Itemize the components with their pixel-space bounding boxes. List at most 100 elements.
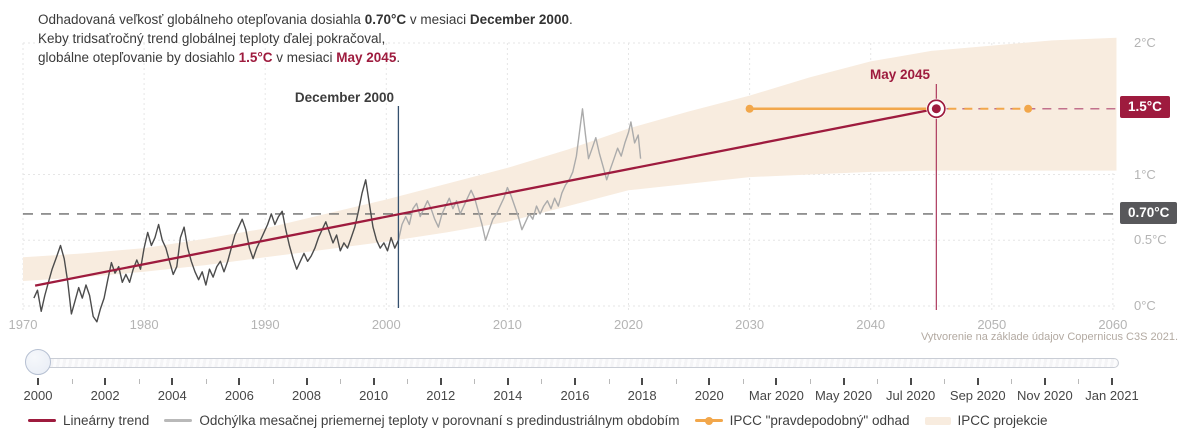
ipcc-projection-band: [23, 37, 1117, 282]
x-axis-label-2010: 2010: [492, 317, 522, 332]
legend-swatch-1: [164, 419, 193, 422]
slider-tick-minor: [541, 379, 543, 384]
slider-label-2000: 2000: [23, 388, 53, 403]
x-axis-label-1970: 1970: [8, 317, 38, 332]
slider-tick-minor: [1011, 379, 1013, 384]
anomaly-line-past: [33, 179, 400, 323]
slider-label-2004: 2004: [157, 388, 187, 403]
slider-tick-minor: [407, 379, 409, 384]
slider-tick-minor: [877, 379, 879, 384]
slider-tick-minor: [1078, 379, 1080, 384]
x-axis-label-2060: 2060: [1098, 317, 1128, 332]
slider-tick-minor: [71, 379, 73, 384]
legend-swatch-0: [28, 419, 56, 422]
y-axis-label: 2°C: [1134, 35, 1156, 50]
slider-tick-minor: [340, 379, 342, 384]
slider-tick-major: [171, 378, 174, 385]
threshold-badge-1-5c: 1.5°C: [1120, 96, 1170, 118]
date-may-2045: May 2045: [336, 50, 397, 65]
slider-tick-minor: [608, 379, 610, 384]
legend-item-3: IPCC projekcie: [924, 413, 1048, 428]
slider-label-2008: 2008: [292, 388, 321, 403]
x-axis-label-2020: 2020: [614, 317, 643, 332]
x-axis-label-1980: 1980: [129, 317, 159, 332]
slider-tick-major: [238, 378, 241, 385]
legend-swatch-2: [694, 416, 723, 425]
slider-tick-major: [372, 378, 375, 385]
x-axis-label-2050: 2050: [977, 317, 1007, 332]
slider-tick-major: [37, 378, 39, 385]
legend-label-2: IPCC "pravdepodobný" odhad: [729, 413, 910, 428]
value-070: 0.70°C: [364, 12, 407, 27]
slider-tick-major: [305, 378, 308, 385]
time-slider-track[interactable]: [38, 358, 1119, 368]
marker-ring: [926, 99, 946, 119]
slider-tick-major: [842, 378, 845, 385]
time-slider-handle[interactable]: [25, 349, 51, 375]
temperature-chart: [22, 37, 1117, 323]
slider-tick-major: [976, 378, 979, 385]
x-axis-label-2030: 2030: [735, 317, 765, 332]
slider-tick-minor: [809, 379, 811, 384]
trend-line: [34, 107, 937, 287]
slider-label-2006: 2006: [224, 388, 254, 403]
slider-tick-minor: [272, 379, 274, 384]
data-source-credit: Vytvorenie na základe údajov Copernicus …: [920, 331, 1178, 343]
legend-label-3: IPCC projekcie: [957, 413, 1048, 428]
slider-tick-major: [1043, 378, 1046, 385]
slider-tick-major: [909, 378, 912, 385]
legend-item-2: IPCC "pravdepodobný" odhad: [694, 413, 910, 428]
slider-tick-minor: [742, 379, 744, 384]
anomaly-line-recent: [397, 108, 642, 241]
date-december-2000: December 2000: [469, 12, 569, 27]
value-15: 1.5°C: [238, 50, 273, 65]
slider-label-jul-2020: Jul 2020: [886, 388, 936, 403]
y-axis-label: 0.5°C: [1134, 232, 1167, 248]
slider-label-mar-2020: Mar 2020: [748, 388, 804, 403]
y-axis-label: 0°C: [1134, 298, 1156, 313]
slider-tick-minor: [205, 379, 207, 384]
slider-tick-minor: [944, 379, 946, 384]
slider-tick-major: [506, 378, 509, 385]
slider-label-sep-2020: Sep 2020: [949, 388, 1006, 403]
x-axis-label-2040: 2040: [856, 317, 886, 332]
legend-label-0: Lineárny trend: [63, 413, 150, 428]
x-axis-label-1990: 1990: [250, 317, 280, 332]
marker-dot: [931, 104, 941, 114]
slider-label-2012: 2012: [426, 388, 456, 403]
threshold-badge-0-70c: 0.70°C: [1120, 202, 1178, 224]
slider-label-jan-2021: Jan 2021: [1085, 388, 1139, 403]
slider-label-2018: 2018: [627, 388, 657, 403]
y-axis-label: 1°C: [1134, 166, 1156, 182]
slider-tick-minor: [675, 379, 677, 384]
x-axis-label-2000: 2000: [371, 317, 401, 332]
may-2045-marker-label: May 2045: [869, 67, 930, 82]
chart-summary-text: Odhadovaná veľkosť globálneho otepľovani…: [38, 10, 573, 67]
summary-line-2: Keby tridsaťročný trend globálnej teplot…: [38, 31, 386, 46]
slider-tick-major: [708, 378, 711, 385]
slider-tick-major: [574, 378, 576, 385]
slider-tick-major: [775, 378, 778, 385]
slider-tick-major: [1111, 378, 1113, 385]
summary-line-1: Odhadovaná veľkosť globálneho otepľovani…: [38, 12, 573, 27]
slider-label-may-2020: May 2020: [814, 388, 873, 403]
slider-tick-major: [641, 378, 644, 385]
slider-label-2016: 2016: [560, 388, 590, 403]
slider-tick-minor: [474, 379, 476, 384]
slider-tick-major: [439, 378, 442, 385]
legend-label-1: Odchýlka mesačnej priemernej teploty v p…: [199, 413, 680, 428]
slider-tick-minor: [138, 379, 140, 384]
ipcc-likely-dot: [745, 104, 754, 113]
december-2000-marker-label: December 2000: [294, 90, 394, 105]
slider-label-nov-2020: Nov 2020: [1017, 388, 1073, 403]
slider-label-2014: 2014: [493, 388, 523, 403]
legend-item-1: Odchýlka mesačnej priemernej teploty v p…: [164, 413, 680, 428]
slider-tick-major: [104, 378, 107, 385]
ipcc-likely-dot: [1024, 104, 1033, 113]
slider-label-2010: 2010: [359, 388, 389, 403]
slider-label-2020: 2020: [694, 388, 724, 403]
slider-label-2002: 2002: [90, 388, 120, 403]
legend-swatch-3: [924, 416, 951, 425]
chart-legend: Lineárny trend Odchýlka mesačnej priemern…: [28, 413, 1048, 428]
